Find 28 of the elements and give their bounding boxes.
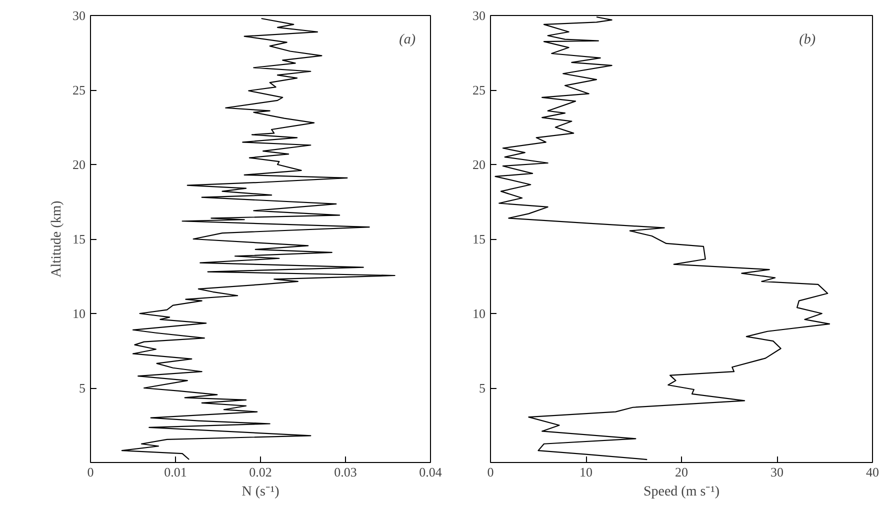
x-tick-label: 0.04 [419,464,442,480]
x-tick-label: 40 [866,464,879,480]
y-tick-label: 20 [472,157,486,172]
x-tick-label: 0 [487,464,494,480]
x-tick-label: 0.02 [249,464,272,480]
line-series [121,18,396,460]
y-tick-label: 25 [472,82,486,98]
y-tick-label: 10 [72,306,86,321]
x-tick-label: 20 [675,464,688,480]
y-tick-label: 5 [479,380,486,396]
x-axis-title: Speed (m s⁻¹) [643,484,720,500]
x-tick-label: 0.03 [334,464,357,480]
x-tick-label: 30 [770,464,784,480]
y-tick-label: 15 [472,232,486,246]
y-tick-label: 15 [72,232,86,246]
x-axis-title: N (s⁻¹) [242,484,280,500]
x-tick-label: 0 [87,464,94,480]
annotation: (a) [399,32,416,48]
y-tick-label: 20 [72,157,86,172]
annotation: (b) [799,32,816,48]
y-tick-label: 10 [472,306,486,321]
y-tick-label: 5 [79,380,86,396]
y-axis-title: Altitude (km) [50,200,64,278]
y-tick-label: 30 [472,8,486,23]
x-tick-label: 10 [580,464,592,480]
y-tick-label: 25 [72,82,86,98]
y-tick-label: 30 [72,8,86,23]
x-tick-label: 0.01 [164,464,187,480]
